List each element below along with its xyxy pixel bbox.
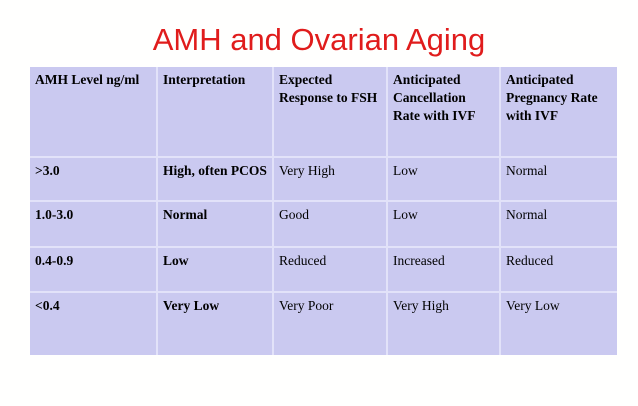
table-cell-interpretation: Normal <box>156 200 274 248</box>
table-cell-interpretation: Low <box>156 246 274 293</box>
table-cell-interpretation: High, often PCOS <box>156 156 274 202</box>
table-cell-pregnancy-rate: Normal <box>499 156 617 202</box>
table-cell-pregnancy-rate: Very Low <box>499 291 617 355</box>
table-row: 1.0-3.0 Normal Good Low Normal <box>30 200 617 248</box>
table-cell-expected-response: Very Poor <box>272 291 388 355</box>
table-cell-amh-level: >3.0 <box>30 156 158 202</box>
table-cell-expected-response: Very High <box>272 156 388 202</box>
table-cell-interpretation: Very Low <box>156 291 274 355</box>
table-cell-cancellation-rate: Very High <box>386 291 501 355</box>
table-cell-cancellation-rate: Low <box>386 156 501 202</box>
table-cell-cancellation-rate: Increased <box>386 246 501 293</box>
slide-title: AMH and Ovarian Aging <box>152 22 486 57</box>
column-header-amh-level: AMH Level ng/ml <box>30 67 158 158</box>
table-cell-cancellation-rate: Low <box>386 200 501 248</box>
table-cell-expected-response: Good <box>272 200 388 248</box>
table-cell-expected-response: Reduced <box>272 246 388 293</box>
table-cell-amh-level: 1.0-3.0 <box>30 200 158 248</box>
table-cell-amh-level: 0.4-0.9 <box>30 246 158 293</box>
table-cell-pregnancy-rate: Reduced <box>499 246 617 293</box>
column-header-cancellation-rate: Anticipated Cancellation Rate with IVF <box>386 67 501 158</box>
table-row: >3.0 High, often PCOS Very High Low Norm… <box>30 156 617 202</box>
column-header-expected-response: Expected Response to FSH <box>272 67 388 158</box>
table-cell-amh-level: <0.4 <box>30 291 158 355</box>
table-row: <0.4 Very Low Very Poor Very High Very L… <box>30 291 617 355</box>
table-header-row: AMH Level ng/ml Interpretation Expected … <box>30 67 617 158</box>
table-cell-pregnancy-rate: Normal <box>499 200 617 248</box>
table-row: 0.4-0.9 Low Reduced Increased Reduced <box>30 246 617 293</box>
column-header-interpretation: Interpretation <box>156 67 274 158</box>
column-header-pregnancy-rate: Anticipated Pregnancy Rate with IVF <box>499 67 617 158</box>
amh-table: AMH Level ng/ml Interpretation Expected … <box>30 67 617 355</box>
